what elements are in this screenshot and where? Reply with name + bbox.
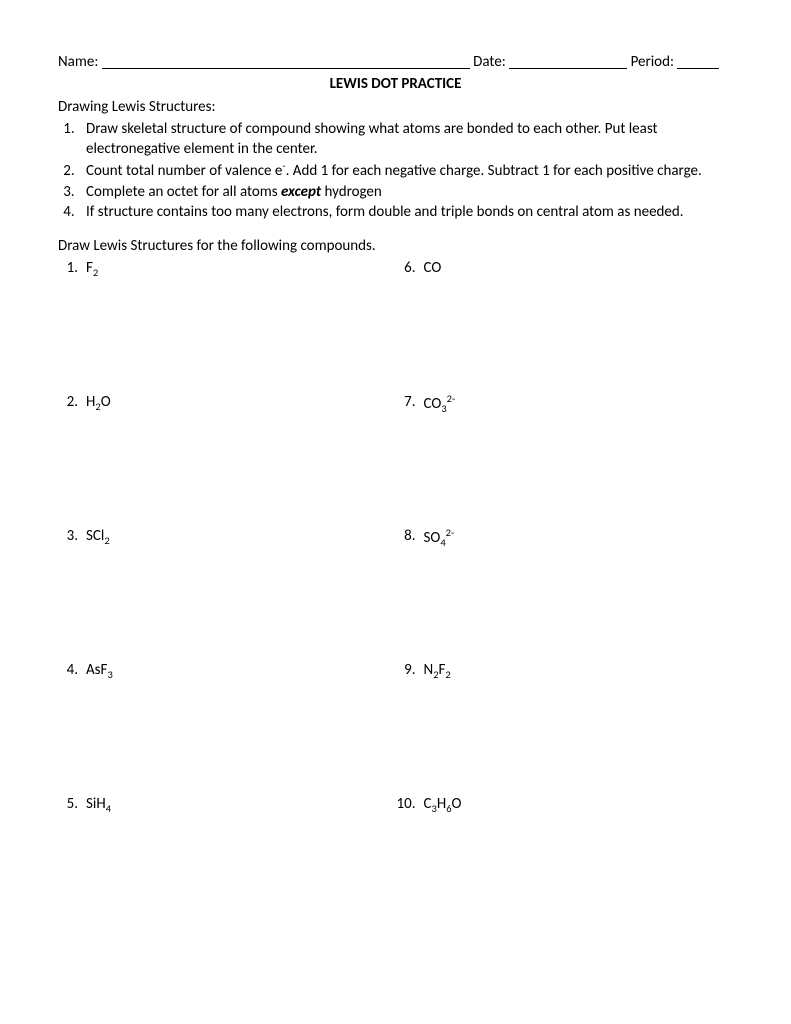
compounds-prompt: Draw Lewis Structures for the following …: [58, 236, 733, 256]
compound-item: 4.AsF3: [58, 660, 396, 794]
compound-number: 4.: [58, 660, 78, 794]
compound-number: 1.: [58, 258, 78, 392]
instruction-item: Complete an octet for all atoms except h…: [78, 182, 733, 202]
compounds-right-column: 6.CO7.CO32-8.SO42-9.N2F210.C3H6O: [396, 258, 734, 928]
compound-formula: SO42-: [416, 526, 455, 660]
compound-item: 9.N2F2: [396, 660, 734, 794]
instruction-item: If structure contains too many electrons…: [78, 202, 733, 222]
compound-formula: F2: [78, 258, 98, 392]
compound-number: 8.: [396, 526, 416, 660]
compound-item: 10.C3H6O: [396, 794, 734, 928]
instruction-item: Count total number of valence e-. Add 1 …: [78, 159, 733, 181]
compound-item: 3.SCl2: [58, 526, 396, 660]
compound-number: 6.: [396, 258, 416, 392]
compounds-grid: 1.F22.H2O3.SCl24.AsF35.SiH4 6.CO7.CO32-8…: [58, 258, 733, 928]
compounds-left-column: 1.F22.H2O3.SCl24.AsF35.SiH4: [58, 258, 396, 928]
period-blank[interactable]: [677, 49, 719, 69]
compound-formula: C3H6O: [416, 794, 462, 928]
page-title: LEWIS DOT PRACTICE: [58, 74, 733, 94]
compound-number: 5.: [58, 794, 78, 928]
compound-item: 7.CO32-: [396, 392, 734, 526]
compound-formula: SCl2: [78, 526, 110, 660]
compound-number: 10.: [396, 794, 416, 928]
compound-number: 9.: [396, 660, 416, 794]
compound-number: 7.: [396, 392, 416, 526]
compound-item: 1.F2: [58, 258, 396, 392]
name-label: Name:: [58, 52, 98, 72]
compound-formula: N2F2: [416, 660, 451, 794]
period-label: Period:: [631, 52, 674, 72]
header-line: Name: Date: Period:: [58, 52, 733, 72]
compound-formula: AsF3: [78, 660, 113, 794]
instruction-item: Draw skeletal structure of compound show…: [78, 119, 733, 160]
instructions-list: Draw skeletal structure of compound show…: [58, 119, 733, 222]
date-label: Date:: [473, 52, 506, 72]
compound-item: 8.SO42-: [396, 526, 734, 660]
compound-item: 5.SiH4: [58, 794, 396, 928]
compound-item: 6.CO: [396, 258, 734, 392]
compound-item: 2.H2O: [58, 392, 396, 526]
compound-formula: CO: [416, 258, 442, 392]
compound-formula: SiH4: [78, 794, 111, 928]
name-blank[interactable]: [102, 49, 470, 69]
date-blank[interactable]: [509, 49, 627, 69]
compound-formula: CO32-: [416, 392, 456, 526]
subtitle: Drawing Lewis Structures:: [58, 97, 733, 117]
compound-number: 3.: [58, 526, 78, 660]
compound-number: 2.: [58, 392, 78, 526]
compound-formula: H2O: [78, 392, 111, 526]
